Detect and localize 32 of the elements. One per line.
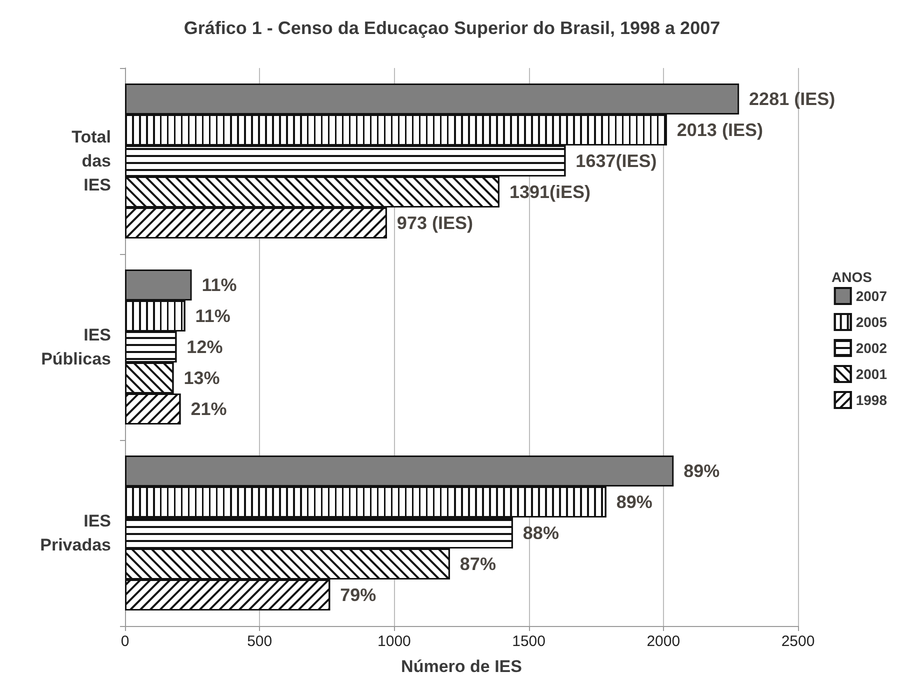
x-tick-label: 1000 — [378, 633, 411, 650]
annotation: 11% — [195, 306, 230, 326]
legend-label: 2001 — [856, 366, 888, 382]
data-label: 1391(iES) — [509, 182, 591, 202]
legend-label: 2007 — [856, 288, 888, 304]
x-tick-label: 500 — [247, 633, 272, 650]
annotation: 11% — [202, 275, 237, 295]
annotation: 21% — [190, 399, 227, 419]
annotation: 12% — [186, 337, 223, 357]
annotation: 87% — [460, 554, 496, 574]
data-label: 2013 (IES) — [676, 120, 763, 140]
x-tick-label: 2000 — [646, 633, 680, 650]
y-tick-label: Total das IES — [72, 128, 111, 194]
data-label: 1637(IES) — [576, 151, 657, 171]
annotation: 88% — [522, 523, 559, 543]
legend-title: ANOS — [832, 269, 872, 285]
legend-label: 1998 — [856, 392, 888, 408]
x-tick-label: 2500 — [781, 633, 815, 650]
annotation: 89% — [684, 461, 720, 481]
annotation: 89% — [616, 492, 652, 512]
x-axis-title: Número de IES — [401, 657, 522, 676]
y-tick-label: IES Privadas — [40, 512, 111, 554]
x-tick-label: 1500 — [512, 633, 546, 650]
data-label: 2281 (IES) — [749, 89, 836, 109]
y-tick-label: IES Públicas — [41, 326, 111, 368]
x-tick-label: 0 — [120, 633, 130, 650]
annotation: 79% — [340, 585, 376, 605]
annotation: 13% — [184, 368, 220, 388]
chart-title: Gráfico 1 - Censo da Educaçao Superior do Brasil, 1998 a 2007 — [184, 18, 720, 38]
data-label: 973 (IES) — [396, 213, 473, 233]
legend-label: 2002 — [856, 340, 888, 356]
legend-label: 2005 — [856, 314, 888, 330]
